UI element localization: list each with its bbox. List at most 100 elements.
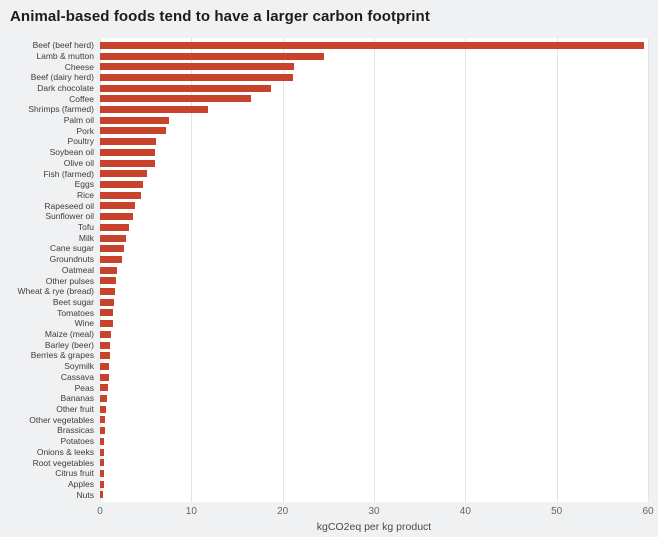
bar-track xyxy=(100,95,648,103)
bar-row: Pork xyxy=(8,126,648,137)
bar xyxy=(100,213,133,221)
category-label: Wheat & rye (bread) xyxy=(17,286,94,297)
category-label: Other fruit xyxy=(56,404,94,414)
bar-track xyxy=(100,416,648,424)
bar-track xyxy=(100,491,648,499)
bar xyxy=(100,234,126,242)
bar-row: Sunflower oil xyxy=(8,211,648,222)
gridline xyxy=(556,38,558,502)
x-tick-label: 30 xyxy=(368,506,380,517)
bar xyxy=(100,73,293,81)
category-label: Oatmeal xyxy=(61,264,94,275)
bar-row: Apples xyxy=(8,479,648,490)
bar-track xyxy=(100,180,648,188)
bar-row: Peas xyxy=(8,383,648,394)
bar-track xyxy=(100,84,648,92)
bar xyxy=(100,448,104,456)
category-label: Onions & leeks xyxy=(36,446,94,457)
category-label: Other pulses xyxy=(45,275,94,286)
category-label: Wine xyxy=(74,318,94,329)
category-label: Potatoes xyxy=(60,436,94,447)
bar-track xyxy=(100,427,648,435)
chart-area: Beef (beef herd) Lamb & mutton Cheese Beef … xyxy=(8,38,649,502)
bar-track xyxy=(100,245,648,253)
bar-track xyxy=(100,191,648,199)
bar-track xyxy=(100,298,648,306)
bar-track xyxy=(100,405,648,413)
category-label: Brassicas xyxy=(57,425,94,436)
bar-track xyxy=(100,52,648,60)
bar xyxy=(100,84,271,92)
bar xyxy=(100,255,122,263)
bar-row: Soymilk xyxy=(8,361,648,372)
bar-row: Berries & grapes xyxy=(8,350,648,361)
bar xyxy=(100,180,143,188)
bar-row: Wheat & rye (bread) xyxy=(8,286,648,297)
bar-track xyxy=(100,266,648,274)
bar-row: Root vegetables xyxy=(8,457,648,468)
bar xyxy=(100,191,142,199)
x-tick-label: 40 xyxy=(459,506,471,517)
bar-row: Rice xyxy=(8,190,648,201)
category-label: Milk xyxy=(78,232,94,243)
bar xyxy=(100,469,104,477)
bar-track xyxy=(100,63,648,71)
x-tick-label: 0 xyxy=(97,506,103,517)
category-label: Maize (meal) xyxy=(44,329,94,340)
category-label: Beet sugar xyxy=(52,296,94,307)
bar-row: Brassicas xyxy=(8,425,648,436)
bar-track xyxy=(100,116,648,124)
bar-track xyxy=(100,341,648,349)
bar xyxy=(100,170,147,178)
bar-row: Dark chocolate xyxy=(8,83,648,94)
bar-track xyxy=(100,320,648,328)
x-tick-label: 10 xyxy=(185,506,197,517)
bar-track xyxy=(100,106,648,114)
bar xyxy=(100,491,103,499)
bar-row: Cassava xyxy=(8,372,648,383)
bar-rows: Beef (beef herd) Lamb & mutton Cheese Beef … xyxy=(8,40,648,500)
bar xyxy=(100,159,155,167)
bar xyxy=(100,202,135,210)
bar-track xyxy=(100,362,648,370)
bar-track xyxy=(100,352,648,360)
category-label: Apples xyxy=(68,478,94,489)
category-label: Nuts xyxy=(76,489,94,500)
bar xyxy=(100,106,208,114)
bar-row: Milk xyxy=(8,233,648,244)
bar-row: Poultry xyxy=(8,136,648,147)
bar-row: Oatmeal xyxy=(8,265,648,276)
bar-track xyxy=(100,330,648,338)
bar xyxy=(100,245,124,253)
category-label: Soybean oil xyxy=(49,147,94,158)
category-label: Cassava xyxy=(60,371,94,382)
bar-row: Beet sugar xyxy=(8,297,648,308)
bar-row: Wine xyxy=(8,318,648,329)
category-label: Groundnuts xyxy=(49,254,94,265)
bar-row: Palm oil xyxy=(8,115,648,126)
bar xyxy=(100,266,118,274)
gridline xyxy=(191,38,193,502)
bar-row: Tofu xyxy=(8,222,648,233)
bar-row: Bananas xyxy=(8,393,648,404)
bar xyxy=(100,416,105,424)
bar xyxy=(100,427,105,435)
bar-row: Cheese xyxy=(8,61,648,72)
bar xyxy=(100,288,115,296)
category-label: Berries & grapes xyxy=(30,350,94,361)
bar xyxy=(100,330,111,338)
bar-row: Tomatoes xyxy=(8,308,648,319)
gridline xyxy=(465,38,467,502)
gridline xyxy=(282,38,284,502)
bar-track xyxy=(100,138,648,146)
bar-row: Eggs xyxy=(8,179,648,190)
bar-row: Beef (dairy herd) xyxy=(8,72,648,83)
bar-row: Soybean oil xyxy=(8,147,648,158)
x-tick-label: 50 xyxy=(551,506,563,517)
category-label: Olive oil xyxy=(63,157,94,168)
bar xyxy=(100,320,113,328)
bar xyxy=(100,298,114,306)
bar-row: Other vegetables xyxy=(8,415,648,426)
category-label: Beef (beef herd) xyxy=(32,40,94,51)
bar-row: Rapeseed oil xyxy=(8,201,648,212)
